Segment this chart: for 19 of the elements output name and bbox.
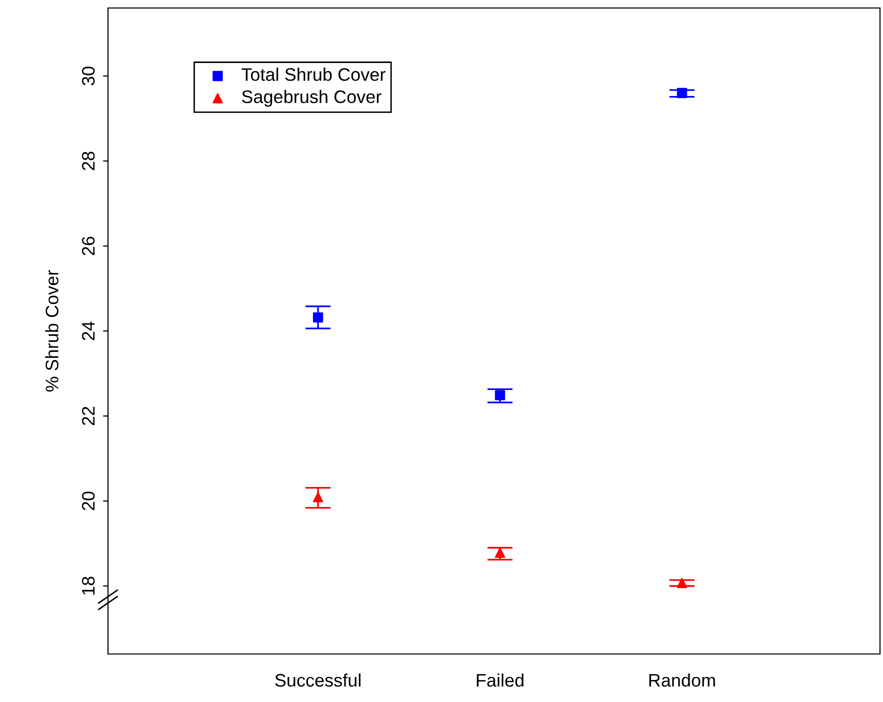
point — [676, 578, 688, 588]
x-tick-label: Failed — [476, 673, 524, 687]
point — [312, 492, 324, 502]
x-tick-label: Successful — [275, 673, 360, 687]
y-tick-label: 20 — [82, 492, 95, 510]
y-tick-label: 24 — [82, 321, 95, 340]
legend-label: Sagebrush Cover — [242, 90, 382, 107]
y-tick-label: 22 — [82, 406, 95, 426]
y-axis-title: % Shrub Cover — [45, 270, 58, 392]
point — [494, 390, 506, 400]
y-tick-label: 30 — [82, 66, 95, 86]
point — [494, 548, 506, 558]
y-tick-label: 28 — [82, 152, 95, 170]
point — [676, 88, 688, 98]
x-tick-label: Random — [649, 673, 715, 687]
point — [312, 312, 324, 322]
legend-label: Total Shrub Cover — [242, 68, 386, 81]
y-tick-label: 26 — [82, 236, 95, 256]
y-tick-label: 18 — [82, 576, 95, 595]
